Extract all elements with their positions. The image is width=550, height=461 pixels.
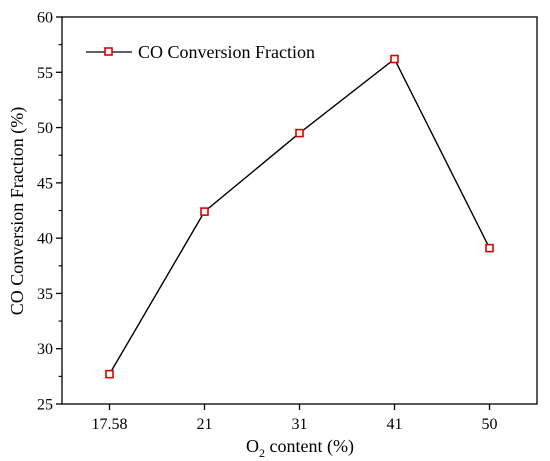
y-axis-title: CO Conversion Fraction (%) bbox=[7, 107, 28, 315]
y-tick-label: 60 bbox=[37, 10, 53, 27]
x-axis-title-subscript: 2 bbox=[259, 446, 265, 460]
data-point-marker bbox=[105, 369, 114, 379]
x-axis: 17.58 21 31 41 50 bbox=[92, 404, 498, 433]
y-tick-label: 25 bbox=[37, 397, 53, 414]
y-tick-label: 40 bbox=[37, 231, 53, 248]
series-line bbox=[108, 57, 491, 375]
data-point-marker bbox=[390, 54, 399, 64]
y-axis: 25 30 35 40 45 50 55 60 bbox=[37, 10, 62, 414]
x-tick-label: 21 bbox=[197, 416, 213, 433]
data-point-marker bbox=[200, 207, 209, 216]
legend-marker bbox=[104, 47, 113, 56]
legend-label: CO Conversion Fraction bbox=[138, 42, 315, 62]
y-tick-label: 45 bbox=[37, 175, 53, 192]
x-tick-label: 50 bbox=[482, 416, 498, 433]
legend: CO Conversion Fraction bbox=[86, 42, 315, 62]
x-tick-label: 31 bbox=[292, 416, 308, 433]
plot-area-frame bbox=[61, 16, 538, 405]
data-point-marker bbox=[485, 243, 494, 253]
y-tick-label: 30 bbox=[37, 341, 53, 358]
y-tick-label: 35 bbox=[37, 286, 53, 303]
x-tick-label: 41 bbox=[387, 416, 403, 433]
y-tick-label: 50 bbox=[37, 120, 53, 137]
x-tick-label: 17.58 bbox=[92, 416, 128, 433]
y-tick-label: 55 bbox=[37, 65, 53, 82]
series-layer bbox=[105, 54, 494, 379]
x-axis-title: O2 content (%) bbox=[246, 436, 354, 460]
data-point-marker bbox=[295, 128, 304, 138]
